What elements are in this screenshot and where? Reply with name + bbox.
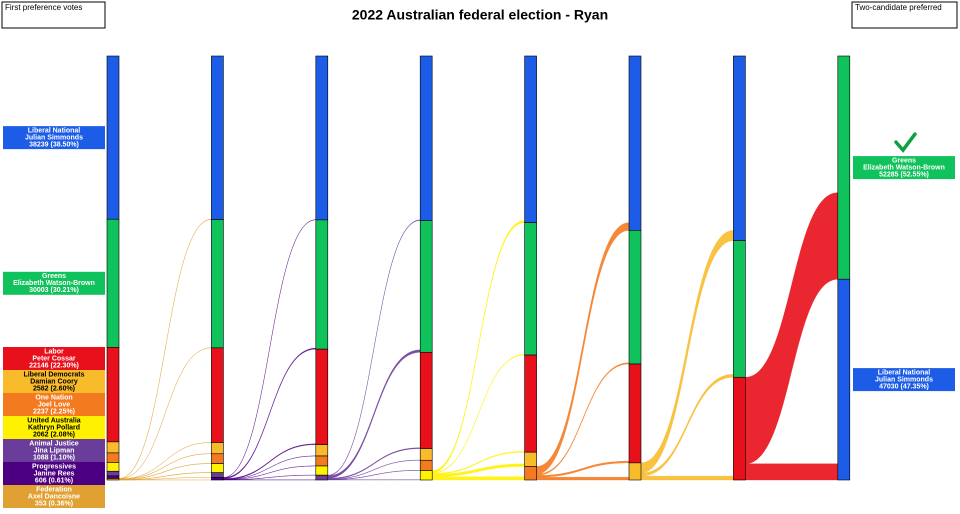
vote-segment	[733, 56, 745, 241]
vote-segment	[107, 442, 119, 453]
vote-segment	[525, 466, 537, 480]
candidate-label-party: Liberal Democrats	[23, 371, 84, 378]
candidate-label-name: Peter Cossar	[32, 355, 75, 362]
vote-segment	[420, 449, 432, 461]
transfer-flow	[537, 477, 629, 480]
vote-segment	[525, 56, 537, 223]
vote-segment	[629, 364, 641, 463]
vote-segment	[525, 452, 537, 466]
candidate-label-vote-label: 22146 (22.30%)	[29, 362, 79, 369]
vote-segment	[107, 347, 119, 442]
candidate-label-name: Kathryn Pollard	[28, 424, 80, 431]
vote-segment	[107, 56, 119, 219]
vote-segment	[211, 464, 223, 473]
title: 2022 Australian federal election - Ryan	[352, 7, 608, 23]
candidate-label-vote-label: 38239 (38.50%)	[29, 141, 79, 148]
vote-segment	[211, 56, 223, 220]
transfer-flow	[641, 476, 733, 480]
vote-segment	[211, 477, 223, 480]
transfer-flow	[745, 464, 837, 480]
candidate-label-party: One Nation	[35, 394, 72, 401]
vote-segment	[629, 56, 641, 230]
vote-segment	[211, 443, 223, 454]
vote-segment	[525, 223, 537, 355]
vote-segment	[420, 471, 432, 480]
vote-segment	[420, 460, 432, 470]
candidate-label-name: Julian Simmonds	[25, 134, 83, 141]
candidate-label-name: Janine Rees	[34, 470, 75, 477]
vote-segment	[629, 463, 641, 480]
candidate-label-vote-label: 1088 (1.10%)	[33, 454, 75, 461]
vote-segment	[107, 462, 119, 471]
candidate-label-party: Greens	[42, 273, 66, 280]
vote-segment	[733, 377, 745, 480]
right-heading: Two-candidate preferred	[855, 3, 942, 12]
candidate-label-vote-label: 606 (0.61%)	[35, 477, 73, 484]
transfer-flow	[432, 477, 524, 480]
candidate-label-name: Axel Dancoisne	[28, 493, 80, 500]
candidate-label-vote-label: 52285 (52.55%)	[879, 171, 929, 178]
vote-segment	[211, 473, 223, 478]
candidate-label-vote-label: 353 (0.36%)	[35, 500, 73, 507]
candidate-label-name: Elizabeth Watson-Brown	[13, 280, 95, 287]
vote-segment	[838, 279, 850, 480]
vote-segment	[107, 453, 119, 463]
vote-segment	[107, 471, 119, 476]
candidate-label-party: Animal Justice	[29, 440, 79, 447]
vote-segment	[629, 230, 641, 364]
candidate-label-name: Jina Lipman	[34, 447, 75, 454]
vote-segment	[316, 466, 328, 475]
candidate-label-party: Progressives	[32, 463, 76, 470]
candidate-label-vote-label: 2062 (2.08%)	[33, 431, 75, 438]
candidate-label-vote-label: 2237 (2.25%)	[33, 408, 75, 415]
vote-segment	[420, 352, 432, 448]
vote-segment	[107, 478, 119, 480]
candidate-label-vote-label: 2582 (2.60%)	[33, 385, 75, 392]
vote-segment	[316, 349, 328, 444]
candidate-label-party: Liberal National	[28, 127, 81, 134]
vote-segment	[211, 454, 223, 464]
candidate-label-name: Joel Love	[38, 401, 70, 408]
candidate-label-party: Liberal National	[878, 369, 931, 376]
vote-segment	[420, 221, 432, 353]
vote-segment	[316, 456, 328, 466]
vote-segment	[525, 355, 537, 452]
left-heading: First preference votes	[5, 3, 82, 12]
candidate-label-vote-label: 30003 (30.21%)	[29, 287, 79, 294]
vote-segment	[733, 241, 745, 378]
candidate-label-name: Julian Simmonds	[875, 376, 933, 383]
vote-segment	[316, 56, 328, 220]
candidate-label-party: Labor	[44, 348, 64, 355]
candidate-label-party: Greens	[892, 157, 916, 164]
vote-segment	[211, 348, 223, 443]
candidate-label-vote-label: 47030 (47.35%)	[879, 383, 929, 390]
vote-segment	[420, 56, 432, 221]
vote-segment	[211, 220, 223, 348]
vote-segment	[316, 220, 328, 349]
candidate-label-name: Elizabeth Watson-Brown	[863, 164, 945, 171]
vote-segment	[107, 476, 119, 479]
candidate-label-party: Federation	[36, 486, 72, 493]
vote-segment	[838, 56, 850, 279]
vote-segment	[107, 219, 119, 347]
candidate-label-name: Damian Coory	[30, 378, 78, 385]
vote-segment	[316, 445, 328, 456]
candidate-label-party: United Australia	[27, 417, 81, 424]
vote-segment	[316, 475, 328, 480]
